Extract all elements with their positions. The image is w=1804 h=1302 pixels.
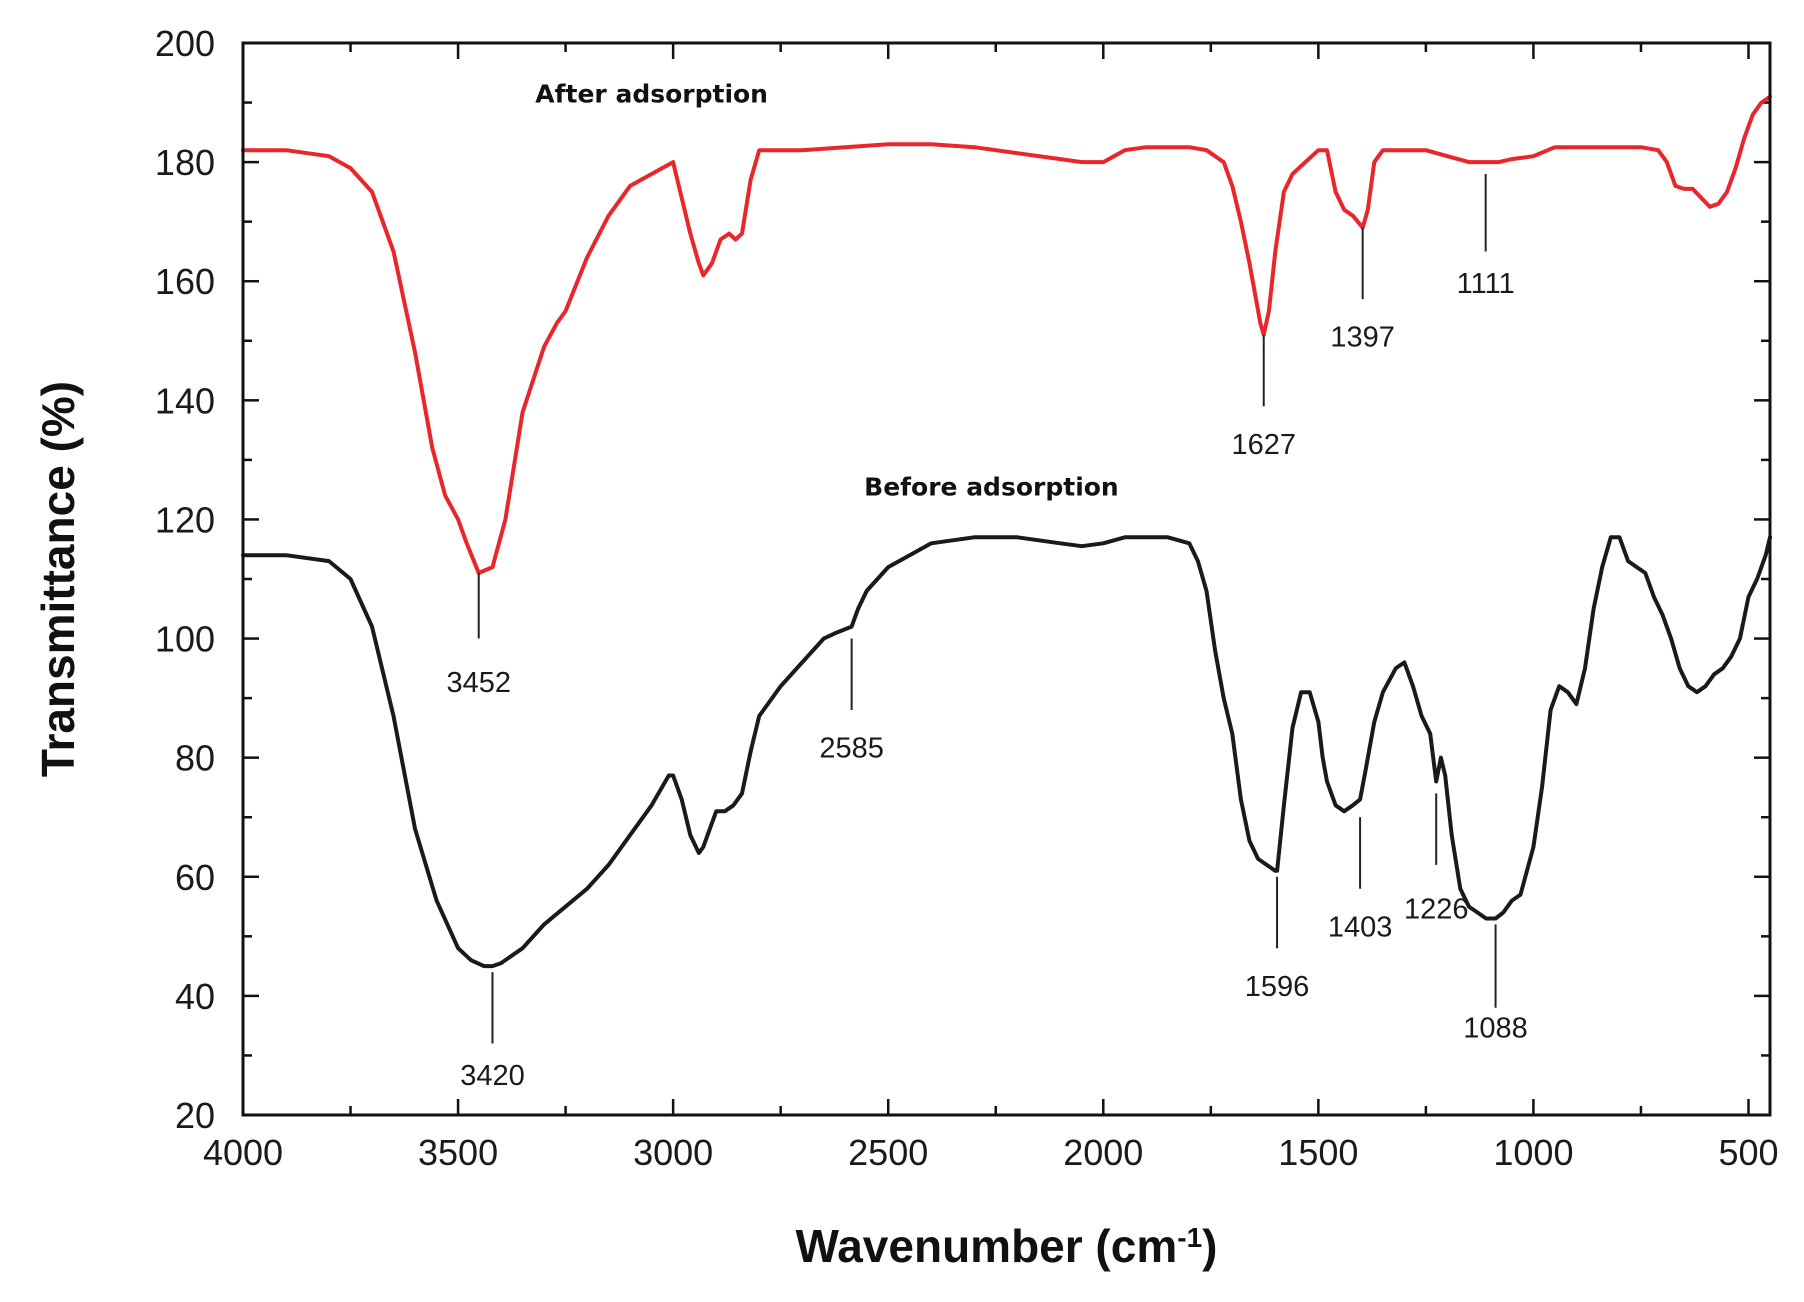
peak-label: 1226: [1404, 893, 1469, 925]
x-axis-title-superscript: -1: [1177, 1222, 1202, 1253]
x-axis-title: Wavenumber (cm-1): [796, 1220, 1218, 1272]
series-label-after: After adsorption: [535, 80, 768, 109]
peak-label: 3452: [446, 667, 511, 699]
peak-annotations: 3452 1627 1397 1111 2585 3420 1596 1403 1226 1088: [446, 174, 1528, 1092]
series-line-after: [241, 94, 1772, 575]
peak-label: 2585: [819, 733, 884, 765]
y-tick-label: 80: [175, 738, 215, 779]
y-tick-label: 60: [175, 857, 215, 898]
series-label-before: Before adsorption: [864, 473, 1119, 502]
x-tick-label: 2500: [848, 1132, 928, 1173]
peak-label: 1397: [1330, 322, 1395, 354]
tick-marks: [241, 41, 1770, 1117]
y-axis-title: Transmittance (%): [32, 381, 84, 777]
x-tick-label: 500: [1718, 1132, 1778, 1173]
peak-label: 3420: [460, 1060, 525, 1092]
tick-labels: 4000 3500 3000 2500 2000 1500 1000 500 20 40 60 80 1…: [155, 23, 1779, 1173]
y-tick-label: 180: [155, 142, 215, 183]
x-tick-label: 2000: [1063, 1132, 1143, 1173]
y-tick-label: 40: [175, 976, 215, 1017]
y-tick-label: 140: [155, 380, 215, 421]
y-tick-label: 100: [155, 619, 215, 660]
series-line-before: [241, 535, 1772, 969]
x-tick-label: 4000: [203, 1132, 283, 1173]
x-axis-title-main: Wavenumber (cm: [796, 1220, 1178, 1272]
peak-label: 1596: [1245, 971, 1310, 1003]
x-tick-label: 3000: [633, 1132, 713, 1173]
y-tick-label: 120: [155, 499, 215, 540]
y-tick-label: 160: [155, 261, 215, 302]
x-tick-label: 3500: [418, 1132, 498, 1173]
peak-label: 1403: [1328, 911, 1393, 943]
plot-frame: [241, 41, 1772, 1117]
x-tick-label: 1000: [1493, 1132, 1573, 1173]
x-axis-title-close: ): [1202, 1220, 1217, 1272]
x-tick-label: 1500: [1278, 1132, 1358, 1173]
peak-label: 1088: [1463, 1013, 1528, 1045]
series-lines: [241, 94, 1772, 969]
y-tick-label: 20: [175, 1095, 215, 1136]
y-tick-label: 200: [155, 23, 215, 64]
peak-label: 1627: [1231, 429, 1296, 461]
peak-label: 1111: [1457, 268, 1515, 300]
